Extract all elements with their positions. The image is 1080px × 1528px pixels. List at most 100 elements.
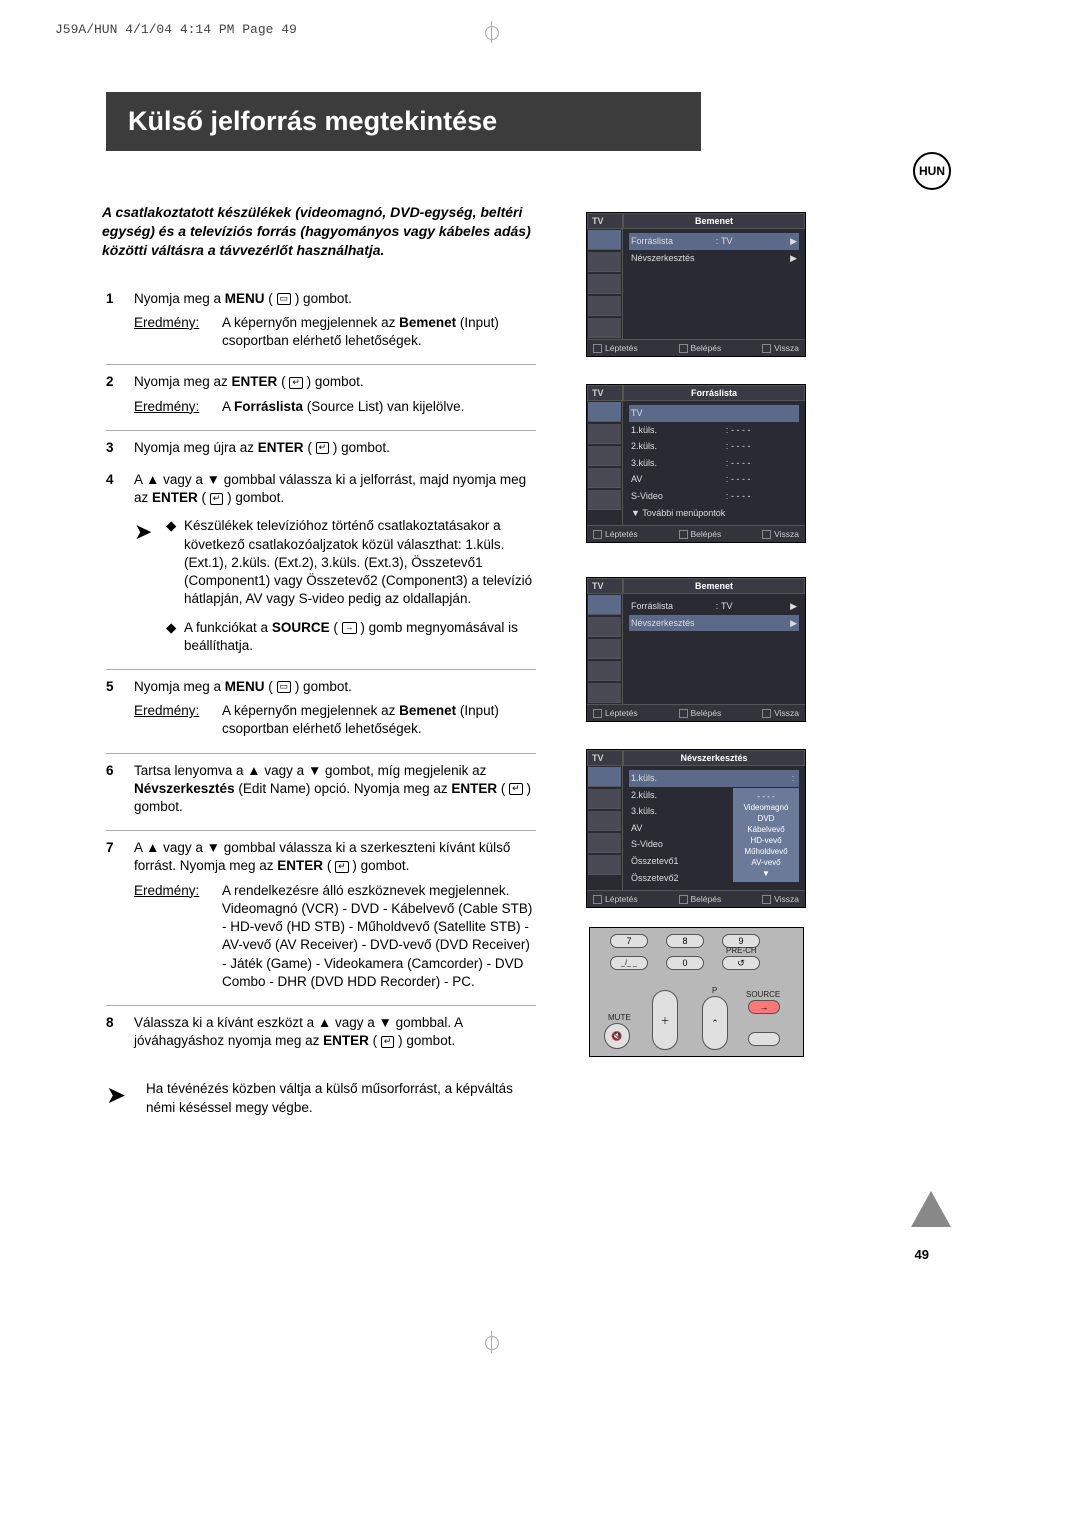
page-title: Külső jelforrás megtekintése — [106, 92, 701, 151]
step-2: 2 Nyomja meg az ENTER ( ↵ ) gombot. Ered… — [106, 364, 536, 415]
step-text: ) gombot. — [291, 679, 352, 694]
osd-icon — [588, 661, 621, 681]
step-text: ) gombot. — [291, 291, 352, 306]
osd-icon — [588, 683, 621, 703]
enter-icon: ↵ — [335, 861, 349, 873]
page-triangle — [911, 1191, 951, 1227]
result-label: Eredmény: — [134, 314, 222, 350]
osd-icon — [588, 230, 621, 250]
step-5: 5 Nyomja meg a MENU ( ▭ ) gombot. Eredmé… — [106, 669, 536, 739]
remote-btn-mute: 🔇 — [604, 1023, 630, 1049]
bullet-item: ◆ Készülékek televízióhoz történő csatla… — [166, 517, 536, 608]
nameedit-label: Névszerkesztés — [134, 781, 235, 796]
osd-row: ▼ További menüpontok — [629, 505, 799, 522]
osd-tv-label: TV — [587, 213, 623, 229]
step-number: 7 — [106, 839, 134, 991]
bullet-icon: ◆ — [166, 517, 184, 608]
osd-icon — [588, 318, 621, 338]
osd-tv-label: TV — [587, 578, 623, 594]
osd-icon — [588, 490, 621, 510]
osd-icon — [588, 274, 621, 294]
enter-icon: ↵ — [509, 783, 523, 795]
result-text: A rendelkezésre álló eszköznevek megjele… — [222, 882, 536, 991]
step-text: ) gombot. — [303, 374, 364, 389]
osd-icon — [588, 767, 621, 787]
osd-row: Forráslista:TV▶ — [629, 233, 799, 250]
remote-btn-dash: _/_ _ — [610, 956, 648, 970]
note-block: ➤ Ha tévénézés közben váltja a külső műs… — [106, 1080, 536, 1116]
osd-name-edit: TV Névszerkesztés 1.küls.: 2.küls.: 3.kü… — [586, 749, 806, 908]
language-badge: HUN — [913, 152, 951, 190]
result-text: A képernyőn megjelennek az Bemenet (Inpu… — [222, 702, 536, 738]
step-text: Nyomja meg a — [134, 679, 225, 694]
step-text: (Edit Name) opció. Nyomja meg az — [235, 781, 452, 796]
osd-footer: LéptetésBelépésVissza — [587, 525, 805, 542]
step-text: Nyomja meg az — [134, 374, 232, 389]
osd-icon — [588, 296, 621, 316]
note-text: Ha tévénézés közben váltja a külső műsor… — [146, 1080, 536, 1116]
result-label: Eredmény: — [134, 882, 222, 991]
step-number: 6 — [106, 762, 134, 817]
osd-icon — [588, 402, 621, 422]
osd-icon — [588, 424, 621, 444]
step-1: 1 Nyomja meg a MENU ( ▭ ) gombot. Eredmé… — [106, 290, 536, 351]
step-text: ( — [198, 490, 210, 505]
osd-row: AV:- - - - — [629, 471, 799, 488]
menu-label: MENU — [225, 679, 265, 694]
steps-list: 1 Nyomja meg a MENU ( ▭ ) gombot. Eredmé… — [106, 290, 536, 1051]
source-icon: → — [342, 622, 357, 634]
osd-icon — [588, 252, 621, 272]
osd-icon — [588, 446, 621, 466]
step-text: ( — [497, 781, 509, 796]
enter-icon: ↵ — [289, 377, 303, 389]
enter-label: ENTER — [152, 490, 198, 505]
step-6: 6 Tartsa lenyomva a ▲ vagy a ▼ gombot, m… — [106, 753, 536, 817]
menu-label: MENU — [225, 291, 265, 306]
osd-tv-label: TV — [587, 750, 623, 766]
step-text: ( — [304, 440, 316, 455]
intro-text: A csatlakoztatott készülékek (videomagnó… — [102, 203, 532, 260]
osd-icon — [588, 617, 621, 637]
bullet-item: ◆ A funkciókat a SOURCE ( → ) gomb megny… — [166, 619, 536, 655]
osd-title: Névszerkesztés — [623, 750, 805, 766]
enter-label: ENTER — [277, 858, 323, 873]
osd-icon — [588, 639, 621, 659]
osd-dropdown: - - - - Videomagnó DVD Kábelvevő HD-vevő… — [733, 788, 799, 882]
remote-btn-blank — [748, 1032, 780, 1046]
note-pointer-icon: ➤ — [134, 517, 166, 655]
osd-row: Névszerkesztés▶ — [629, 615, 799, 632]
osd-source-list: TV Forráslista TV 1.küls.:- - - - 2.küls… — [586, 384, 806, 543]
osd-row: 2.küls.:- - - - — [629, 438, 799, 455]
step-7: 7 A ▲ vagy a ▼ gombbal válassza ki a sze… — [106, 830, 536, 991]
enter-label: ENTER — [258, 440, 304, 455]
enter-icon: ↵ — [210, 493, 224, 505]
result-text: A képernyőn megjelennek az Bemenet (Inpu… — [222, 314, 536, 350]
remote-btn-0: 0 — [666, 956, 704, 970]
osd-title: Bemenet — [623, 578, 805, 594]
enter-icon: ↵ — [381, 1036, 395, 1048]
osd-icon — [588, 789, 621, 809]
enter-label: ENTER — [451, 781, 497, 796]
step-number: 1 — [106, 290, 134, 351]
osd-icon — [588, 855, 621, 875]
step-text: ( — [369, 1033, 381, 1048]
osd-input-menu-2: TV Bemenet Forráslista:TV▶ Névszerkeszté… — [586, 577, 806, 722]
osd-row: 1.küls.:- - - - — [629, 422, 799, 439]
step-3: 3 Nyomja meg újra az ENTER ( ↵ ) gombot. — [106, 430, 536, 457]
mute-label: MUTE — [608, 1013, 631, 1022]
remote-btn-8: 8 — [666, 934, 704, 948]
print-header: J59A/HUN 4/1/04 4:14 PM Page 49 — [55, 22, 297, 37]
remote-btn-volume: ＋ — [652, 990, 678, 1050]
step-text: ) gombot. — [329, 440, 390, 455]
osd-row: TV — [629, 405, 799, 422]
result-text: A Forráslista (Source List) van kijelölv… — [222, 398, 536, 416]
source-label: SOURCE — [746, 990, 780, 999]
osd-row: 3.küls.:- - - - — [629, 455, 799, 472]
osd-row: Forráslista:TV▶ — [629, 598, 799, 615]
step-text: Tartsa lenyomva a ▲ vagy a ▼ gombot, míg… — [134, 763, 486, 778]
step-text: Nyomja meg újra az — [134, 440, 258, 455]
bullet-text: Készülékek televízióhoz történő csatlako… — [184, 517, 536, 608]
osd-input-menu: TV Bemenet Forráslista:TV▶ Névszerkeszté… — [586, 212, 806, 357]
step-number: 8 — [106, 1014, 134, 1050]
osd-icon — [588, 811, 621, 831]
